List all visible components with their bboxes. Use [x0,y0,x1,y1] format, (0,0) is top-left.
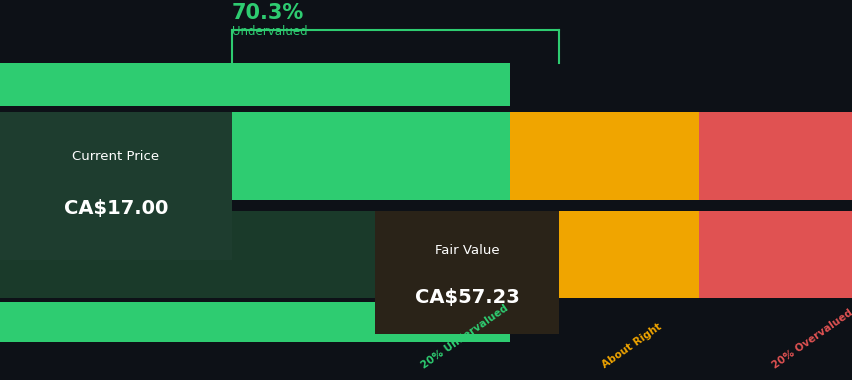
Text: 20% Undervalued: 20% Undervalued [418,303,509,370]
Bar [699,211,852,298]
Text: CA$57.23: CA$57.23 [414,288,519,307]
Bar [375,211,558,334]
Bar [0,302,509,342]
Text: CA$17.00: CA$17.00 [64,199,168,218]
Text: Current Price: Current Price [72,150,159,163]
Bar [509,112,699,200]
Bar [0,112,509,200]
Bar [0,112,232,260]
Bar [699,112,852,200]
Text: Fair Value: Fair Value [435,244,498,257]
Text: Undervalued: Undervalued [232,25,308,38]
Bar [0,63,509,106]
Text: 20% Overvalued: 20% Overvalued [769,307,852,370]
Bar [509,211,699,298]
Bar [0,211,509,298]
Text: 70.3%: 70.3% [232,3,304,23]
Text: About Right: About Right [599,322,662,370]
